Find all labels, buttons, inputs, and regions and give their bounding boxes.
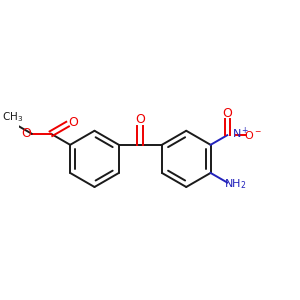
Text: O: O: [68, 116, 78, 129]
Text: O: O: [21, 127, 31, 140]
Text: O$^-$: O$^-$: [244, 129, 262, 141]
Text: CH$_3$: CH$_3$: [2, 110, 23, 124]
Text: O: O: [222, 106, 232, 119]
Text: N$^+$: N$^+$: [232, 126, 249, 141]
Text: O: O: [135, 112, 145, 126]
Text: NH$_2$: NH$_2$: [224, 177, 247, 191]
